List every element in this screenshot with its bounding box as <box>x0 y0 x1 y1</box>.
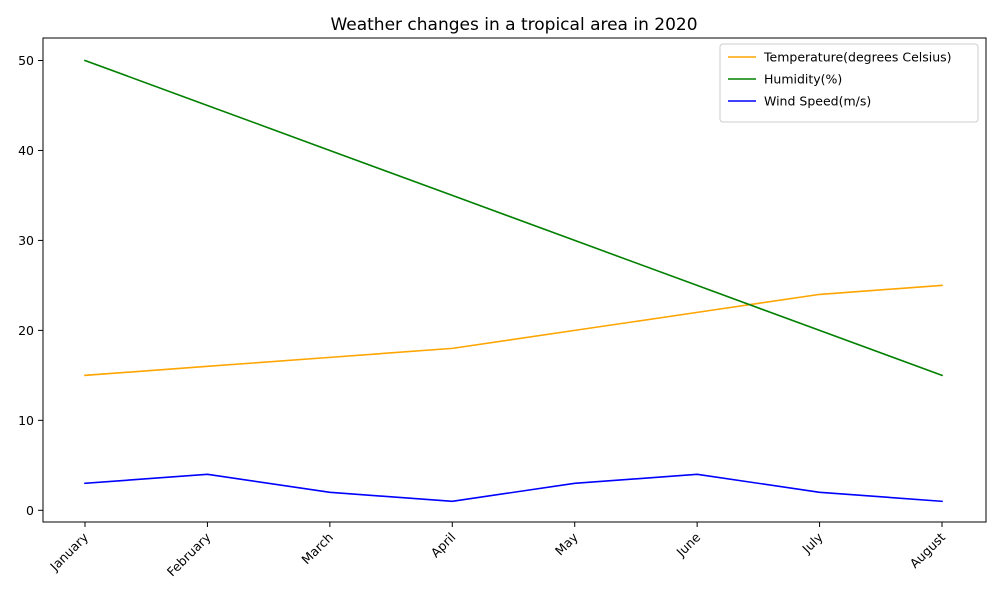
legend: Temperature(degrees Celsius) Humidity(%) W… <box>719 43 979 123</box>
legend-box <box>719 43 979 123</box>
y-tick-label: 20 <box>18 323 34 338</box>
y-tick-label: 10 <box>18 413 34 428</box>
series-line-0 <box>84 284 943 377</box>
y-axis: 0 10 20 30 40 50 <box>18 53 43 518</box>
x-tick-label: May <box>552 529 581 558</box>
y-tick-label: 0 <box>26 503 34 518</box>
x-tick-label: August <box>907 529 949 571</box>
x-tick-label: February <box>164 529 214 579</box>
x-axis: January February March April May June July Augu… <box>46 522 948 579</box>
legend-label-1: Humidity(%) <box>764 72 842 87</box>
x-tick-label: January <box>46 529 91 574</box>
series-line-1 <box>83 59 944 377</box>
x-tick-label: June <box>673 529 704 560</box>
plot-area <box>42 37 987 523</box>
legend-label-2: Wind Speed(m/s) <box>764 94 871 109</box>
y-tick-label: 40 <box>18 143 34 158</box>
plot-frame <box>42 37 987 523</box>
x-tick-label: April <box>428 530 459 561</box>
chart-title: Weather changes in a tropical area in 20… <box>330 15 697 35</box>
y-tick-label: 30 <box>18 233 34 248</box>
x-tick-label: March <box>298 530 336 568</box>
y-tick-label: 50 <box>18 53 34 68</box>
x-tick-label: July <box>798 529 826 557</box>
series-layer <box>83 59 944 503</box>
legend-label-0: Temperature(degrees Celsius) <box>763 50 952 65</box>
series-line-2 <box>84 473 943 503</box>
